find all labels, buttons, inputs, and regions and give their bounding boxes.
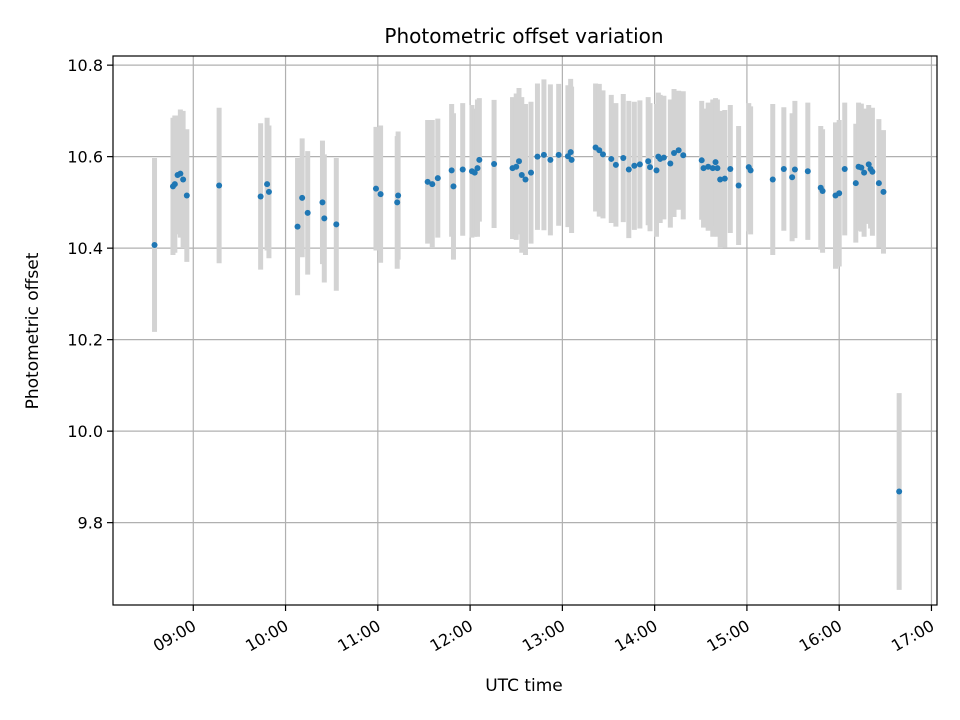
data-point — [394, 199, 401, 206]
data-point — [377, 191, 384, 198]
data-point — [151, 241, 158, 248]
data-point — [516, 158, 523, 165]
data-point — [471, 169, 478, 176]
data-point — [896, 488, 903, 495]
data-point — [319, 199, 326, 206]
data-point — [434, 175, 441, 182]
data-point — [372, 185, 379, 192]
data-point — [709, 165, 716, 172]
data-point — [880, 188, 887, 195]
data-point — [841, 166, 848, 173]
data-point — [636, 161, 643, 168]
data-point — [747, 167, 754, 174]
data-point — [294, 223, 301, 230]
data-point — [700, 165, 707, 172]
data-point — [620, 155, 627, 162]
y-tick-label: 9.8 — [78, 514, 103, 533]
data-point — [645, 158, 652, 165]
data-point — [568, 156, 575, 163]
data-point — [395, 192, 402, 199]
data-point — [789, 174, 796, 181]
data-point — [491, 160, 498, 167]
plot-frame — [112, 55, 938, 606]
y-tick-label: 10.4 — [67, 239, 103, 258]
data-point — [667, 160, 674, 167]
data-point — [875, 180, 882, 187]
data-point — [299, 194, 306, 201]
data-point — [852, 180, 859, 187]
data-point — [171, 181, 178, 188]
data-point — [522, 176, 529, 183]
data-point — [625, 166, 632, 173]
data-point — [547, 156, 554, 163]
data-point — [653, 167, 660, 174]
data-point — [555, 151, 562, 158]
data-point — [429, 181, 436, 188]
y-tick-label: 10.2 — [67, 331, 103, 350]
data-point — [265, 188, 272, 195]
data-point — [861, 169, 868, 176]
data-point — [540, 151, 547, 158]
data-point — [675, 147, 682, 154]
data-point — [727, 166, 734, 173]
data-point — [448, 167, 455, 174]
data-point — [660, 154, 667, 161]
data-point — [321, 215, 328, 222]
data-point — [518, 171, 525, 178]
data-point — [647, 164, 654, 171]
y-tick-label: 10.8 — [67, 56, 103, 75]
data-point — [631, 162, 638, 169]
data-point — [804, 168, 811, 175]
data-point — [304, 209, 311, 216]
chart-title: Photometric offset variation — [384, 24, 663, 48]
y-axis-label: Photometric offset — [23, 252, 43, 409]
data-point — [680, 152, 687, 159]
data-point — [836, 190, 843, 197]
data-point — [780, 166, 787, 173]
data-point — [865, 161, 872, 168]
data-point — [216, 182, 223, 189]
data-point — [459, 166, 466, 173]
y-axis-ticks: 9.8 10.0 10.2 10.4 10.6 10.8 — [67, 56, 113, 533]
data-point — [264, 181, 271, 188]
y-tick-label: 10.0 — [67, 422, 103, 441]
data-point — [476, 156, 483, 163]
data-point — [721, 175, 728, 182]
data-point — [705, 163, 712, 170]
data-point — [450, 183, 457, 190]
data-point — [599, 151, 606, 158]
data-point — [177, 170, 184, 177]
y-tick-label: 10.6 — [67, 148, 103, 167]
data-point — [735, 182, 742, 189]
data-points — [151, 144, 903, 495]
data-point — [769, 176, 776, 183]
data-point — [596, 147, 603, 154]
data-point — [183, 192, 190, 199]
data-point — [714, 165, 721, 172]
data-point — [858, 164, 865, 171]
data-point — [527, 169, 534, 176]
data-point — [534, 153, 541, 160]
data-point — [819, 187, 826, 194]
data-point — [608, 155, 615, 162]
data-point — [474, 165, 481, 172]
data-point — [513, 163, 520, 170]
x-axis-label: UTC time — [485, 676, 563, 696]
data-point — [671, 149, 678, 156]
data-point — [567, 149, 574, 156]
data-point — [869, 168, 876, 175]
data-point — [698, 157, 705, 164]
data-point — [333, 221, 340, 228]
data-point — [717, 176, 724, 183]
data-point — [180, 176, 187, 183]
data-point — [424, 178, 431, 185]
data-point — [257, 193, 264, 200]
data-point — [712, 159, 719, 166]
data-point — [791, 166, 798, 173]
data-point — [612, 161, 619, 168]
